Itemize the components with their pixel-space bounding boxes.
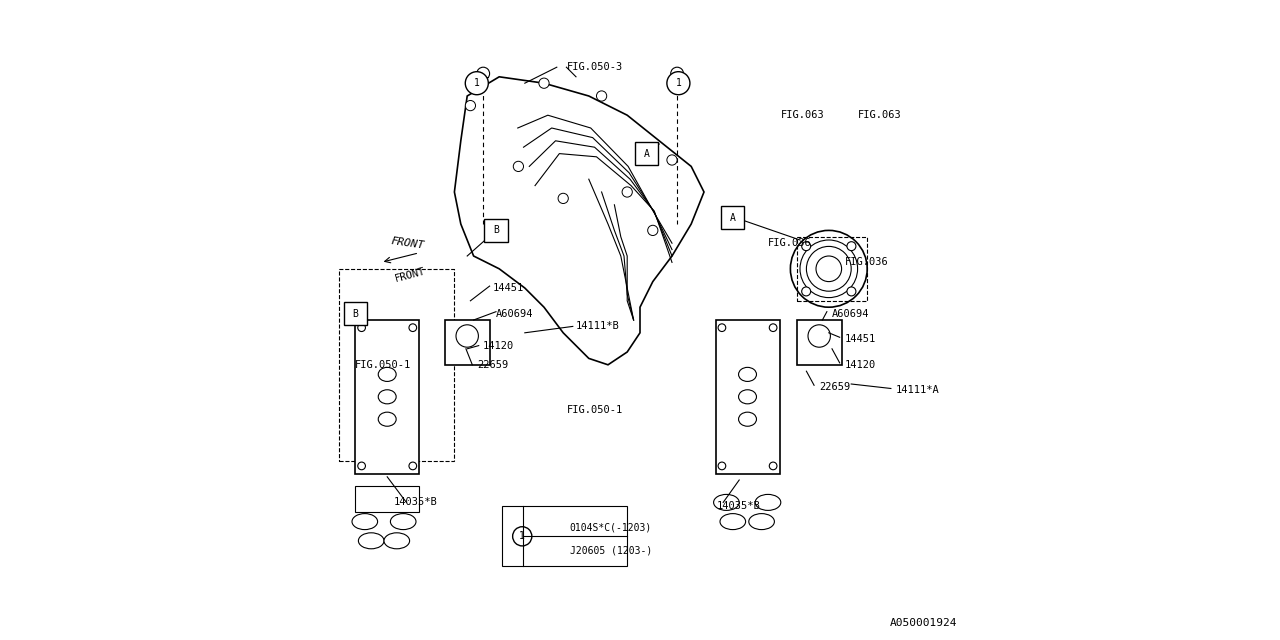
Circle shape <box>358 462 366 470</box>
Ellipse shape <box>739 390 756 404</box>
Ellipse shape <box>352 513 378 530</box>
Circle shape <box>358 324 366 332</box>
FancyBboxPatch shape <box>485 219 507 242</box>
Text: A60694: A60694 <box>832 308 869 319</box>
Ellipse shape <box>379 412 397 426</box>
FancyBboxPatch shape <box>356 320 420 474</box>
Ellipse shape <box>379 390 397 404</box>
Text: A050001924: A050001924 <box>890 618 957 628</box>
Circle shape <box>466 72 489 95</box>
Circle shape <box>718 324 726 332</box>
Circle shape <box>667 72 690 95</box>
Circle shape <box>847 287 856 296</box>
Text: FIG.050-1: FIG.050-1 <box>566 404 622 415</box>
Circle shape <box>791 230 868 307</box>
Text: 1: 1 <box>676 78 681 88</box>
Ellipse shape <box>755 495 781 511</box>
Ellipse shape <box>739 412 756 426</box>
Ellipse shape <box>739 367 756 381</box>
Text: A: A <box>730 212 736 223</box>
Text: FIG.036: FIG.036 <box>768 238 812 248</box>
Text: FIG.063: FIG.063 <box>781 110 824 120</box>
Ellipse shape <box>358 532 384 549</box>
Circle shape <box>806 246 851 291</box>
Circle shape <box>671 67 684 80</box>
Circle shape <box>410 462 417 470</box>
Text: FIG.050-3: FIG.050-3 <box>566 62 622 72</box>
Ellipse shape <box>456 325 479 347</box>
Text: FIG.063: FIG.063 <box>858 110 901 120</box>
FancyBboxPatch shape <box>722 206 745 229</box>
Circle shape <box>513 161 524 172</box>
Text: FIG.036: FIG.036 <box>845 257 888 268</box>
Text: A60694: A60694 <box>497 308 534 319</box>
PathPatch shape <box>454 77 704 365</box>
Circle shape <box>769 324 777 332</box>
Text: 0104S*C(-1203): 0104S*C(-1203) <box>570 523 652 533</box>
Text: J20605 (1203-): J20605 (1203-) <box>570 545 652 556</box>
PathPatch shape <box>356 486 420 512</box>
Circle shape <box>847 242 856 251</box>
Text: 14120: 14120 <box>484 340 515 351</box>
FancyBboxPatch shape <box>716 320 780 474</box>
Circle shape <box>817 256 842 282</box>
Circle shape <box>800 240 858 298</box>
Text: 14111*B: 14111*B <box>576 321 620 332</box>
Text: 14120: 14120 <box>845 360 876 370</box>
Circle shape <box>596 91 607 101</box>
Ellipse shape <box>749 513 774 530</box>
Text: B: B <box>352 308 358 319</box>
Circle shape <box>718 462 726 470</box>
Circle shape <box>466 100 476 111</box>
Text: FRONT: FRONT <box>390 236 425 250</box>
Circle shape <box>769 462 777 470</box>
Text: 14451: 14451 <box>845 334 876 344</box>
Ellipse shape <box>379 367 397 381</box>
Circle shape <box>476 67 489 80</box>
Circle shape <box>648 225 658 236</box>
Circle shape <box>801 242 810 251</box>
Ellipse shape <box>808 325 831 347</box>
Text: FIG.050-1: FIG.050-1 <box>356 360 411 370</box>
Text: A: A <box>644 148 649 159</box>
Text: FRONT: FRONT <box>394 266 426 284</box>
Circle shape <box>558 193 568 204</box>
Text: 22659: 22659 <box>477 360 508 370</box>
Text: 22659: 22659 <box>819 382 850 392</box>
FancyBboxPatch shape <box>796 320 842 365</box>
Ellipse shape <box>714 495 740 511</box>
Circle shape <box>667 155 677 165</box>
Text: B: B <box>493 225 499 236</box>
Circle shape <box>622 187 632 197</box>
Circle shape <box>410 324 417 332</box>
Text: 14111*A: 14111*A <box>896 385 940 396</box>
Circle shape <box>801 287 810 296</box>
Text: 14035*B: 14035*B <box>394 497 438 508</box>
Ellipse shape <box>384 532 410 549</box>
Text: 1: 1 <box>474 78 480 88</box>
Text: 14451: 14451 <box>493 283 524 293</box>
FancyBboxPatch shape <box>502 506 627 566</box>
Ellipse shape <box>719 513 745 530</box>
Text: 14035*B: 14035*B <box>717 500 760 511</box>
Circle shape <box>512 527 532 546</box>
Ellipse shape <box>390 513 416 530</box>
Text: 1: 1 <box>520 531 525 541</box>
FancyBboxPatch shape <box>343 302 367 325</box>
Circle shape <box>539 78 549 88</box>
FancyBboxPatch shape <box>635 142 658 165</box>
FancyBboxPatch shape <box>445 320 490 365</box>
